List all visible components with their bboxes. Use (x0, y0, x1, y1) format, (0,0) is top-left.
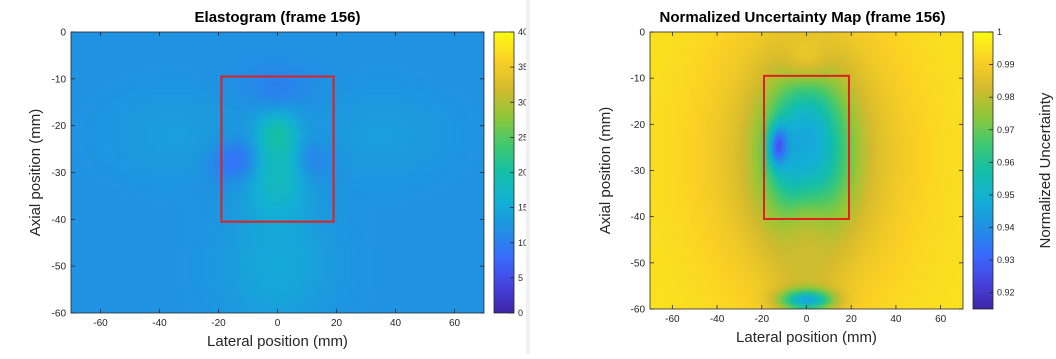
x-tick-label: 60 (935, 314, 947, 325)
uncertainty-chart: -60 -40 -20 0 20 40 60 0 -10 -20 -30 -40 -50 -60 Norma… (597, 9, 1054, 346)
y-tick-label: -10 (631, 74, 646, 85)
colorbar-tick-label: 40 (518, 27, 526, 37)
colorbar-tick-label: 10 (518, 238, 526, 248)
y-tick-label: -30 (52, 168, 67, 179)
colorbar-tick-label: 30 (518, 97, 526, 107)
colorbar-tick-label: 0.99 (997, 60, 1015, 70)
roi-rectangle (763, 74, 850, 220)
x-tick-label: 20 (331, 318, 343, 329)
x-tick-label: -20 (211, 318, 226, 329)
colorbar-tick-label: 0.98 (997, 92, 1015, 102)
x-tick-label: -60 (93, 318, 108, 329)
colorbar-tick-label: 25 (518, 132, 526, 142)
y-tick-label: 0 (639, 28, 645, 39)
colorbar-tick-label: 35 (518, 62, 526, 72)
elastogram-chart: -60 -40 -20 0 20 40 60 0 -10 -20 -30 -40 -50 -60 Elast… (27, 9, 556, 350)
x-tick-label: -20 (755, 314, 770, 325)
y-tick-label: 0 (60, 28, 66, 39)
x-tick-label: 0 (275, 318, 281, 329)
y-axis-label: Axial position (mm) (27, 109, 44, 237)
colorbar-tick-label: 0.94 (997, 223, 1015, 233)
colorbar-gradient (973, 32, 993, 309)
y-tick-label: -20 (631, 120, 646, 131)
y-tick-label: -60 (631, 305, 646, 316)
x-tick-label: 40 (890, 314, 902, 325)
colorbar-tick-label: 0.96 (997, 157, 1015, 167)
y-tick-label: -50 (631, 258, 646, 269)
heatmap-image (650, 32, 963, 309)
colorbar-tick-label: 0.95 (997, 190, 1015, 200)
x-tick-label: 60 (449, 318, 461, 329)
colorbar-tick-label: 5 (518, 273, 523, 283)
heatmap-image (71, 32, 484, 313)
x-tick-label: 40 (390, 318, 402, 329)
x-tick-label: 20 (846, 314, 858, 325)
colorbar-tick-label: 0.93 (997, 255, 1015, 265)
panel-divider (526, 0, 530, 354)
colorbar-tick-label: 15 (518, 203, 526, 213)
colorbar-tick-label: 0.92 (997, 288, 1015, 298)
colorbar-tick-label: 0 (518, 308, 523, 318)
uncertainty-panel: -60 -40 -20 0 20 40 60 0 -10 -20 -30 -40 -50 -60 Norma… (530, 0, 1056, 354)
colorbar-gradient (494, 32, 514, 313)
colorbar-label: Normalized Uncertainty (1037, 92, 1054, 248)
colorbar-tick-label: 0.97 (997, 125, 1015, 135)
y-tick-label: -30 (631, 166, 646, 177)
y-tick-label: -10 (52, 74, 67, 85)
x-axis-label: Lateral position (mm) (207, 333, 348, 350)
y-axis-label: Axial position (mm) (597, 107, 614, 235)
x-tick-label: -40 (152, 318, 167, 329)
y-tick-label: -40 (52, 215, 67, 226)
colorbar-tick-label: 20 (518, 168, 526, 178)
roi-rectangle (220, 75, 335, 223)
x-axis-label: Lateral position (mm) (736, 329, 877, 346)
colorbar-tick-label: 1 (997, 27, 1002, 37)
y-tick-label: -60 (52, 309, 67, 320)
colorbar-frame (972, 31, 994, 310)
y-tick-label: -20 (52, 121, 67, 132)
chart-title: Elastogram (frame 156) (195, 9, 361, 26)
y-tick-label: -50 (52, 262, 67, 273)
x-tick-label: -40 (710, 314, 725, 325)
y-tick-label: -40 (631, 212, 646, 223)
x-tick-label: -60 (665, 314, 680, 325)
x-tick-label: 0 (804, 314, 810, 325)
elastogram-panel: -60 -40 -20 0 20 40 60 0 -10 -20 -30 -40 -50 -60 Elast… (0, 0, 556, 354)
chart-title: Normalized Uncertainty Map (frame 156) (660, 9, 946, 26)
